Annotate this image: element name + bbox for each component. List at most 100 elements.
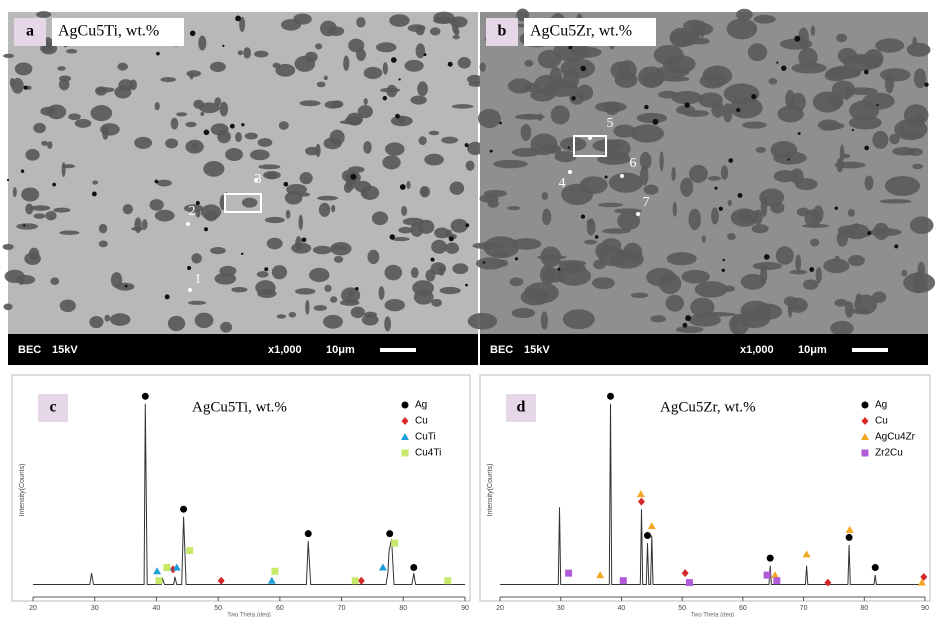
phase-particle [542,192,549,200]
phase-particle [728,200,732,206]
phase-particle [776,246,794,264]
phase-particle [835,256,840,262]
phase-particle [542,209,551,225]
phase-particle [92,180,98,184]
x-tick-label: 30 [91,605,99,612]
phase-particle [610,62,630,79]
phase-particle [16,223,38,229]
phase-particle [654,45,684,65]
phase-particle [295,288,316,294]
phase-particle [16,275,36,284]
phase-particle [45,211,56,220]
phase-particle [258,164,280,169]
phase-particle [279,121,289,130]
phase-particle [272,265,287,279]
pore [581,214,585,218]
peak-marker [607,393,614,400]
phase-particle [759,188,784,206]
phase-particle [521,124,532,141]
phase-particle [100,123,120,135]
phase-particle [752,224,769,233]
phase-particle [537,255,567,259]
phase-particle [142,219,147,230]
pore [21,169,24,172]
pore [390,234,395,239]
phase-particle [215,273,237,285]
phase-particle [430,27,441,35]
phase-particle [185,122,196,128]
phase-particle [453,35,460,39]
phase-particle [848,209,855,217]
phase-particle [650,315,666,322]
pore [595,235,599,239]
phase-particle [702,66,732,86]
phase-particle [584,240,597,245]
point-label: 6 [630,156,637,171]
phase-particle [343,55,349,70]
phase-particle [691,38,710,45]
pore [92,192,97,197]
point-label: 5 [607,116,614,131]
phase-particle [472,242,508,249]
phase-particle [104,315,110,322]
pore [204,129,210,135]
legend-label: Ag [875,400,887,411]
phase-particle [99,240,108,247]
analysis-point [568,170,572,174]
phase-particle [768,78,777,84]
pore [722,269,725,272]
phase-particle [511,238,541,250]
phase-particle [476,257,505,269]
pore [490,150,493,153]
phase-particle [424,154,444,166]
phase-particle [797,207,809,216]
phase-particle [382,156,400,170]
peak-marker [767,555,774,562]
phase-particle [818,119,840,130]
phase-particle [367,250,379,264]
phase-particle [738,309,770,328]
peak-marker [410,564,417,571]
phase-particle [193,100,204,109]
point-label: 3 [255,172,262,187]
x-tick-label: 30 [557,605,565,612]
phase-particle [912,164,923,169]
legend-label: AgCu4Zr [875,432,916,443]
pore [798,132,801,135]
figure: BEC15kVx1,00010μmaAgCu5Ti, wt.%123BEC15k… [0,0,936,617]
peak-marker [862,402,869,409]
pore [165,294,170,299]
phase-particle [59,79,70,91]
phase-particle [673,202,677,217]
pore [52,183,56,187]
phase-particle [856,293,863,303]
x-axis-label: Two Theta (deg) [691,613,735,617]
pore [736,108,740,112]
x-tick-label: 70 [800,605,808,612]
pore [449,236,454,241]
peak-marker [391,540,398,547]
phase-particle [117,63,128,71]
phase-particle [914,68,926,88]
phase-particle [666,295,684,312]
phase-particle [11,78,23,94]
peak-marker [764,572,771,579]
phase-particle [480,62,486,72]
phase-particle [123,204,133,214]
phase-particle [59,231,79,235]
phase-particle [885,74,894,93]
phase-particle [309,268,329,282]
phase-particle [445,243,459,254]
phase-particle [191,253,201,263]
phase-particle [770,141,797,159]
pore [156,52,160,56]
phase-particle [792,63,827,74]
chart-title: AgCu5Ti, wt.% [192,399,287,415]
peak-marker [402,402,409,409]
phase-particle [538,50,562,68]
phase-particle [57,66,65,71]
phase-particle [680,178,693,197]
phase-particle [795,178,818,190]
pore [852,129,854,131]
micrograph-title: AgCu5Ti, wt.% [58,23,159,40]
